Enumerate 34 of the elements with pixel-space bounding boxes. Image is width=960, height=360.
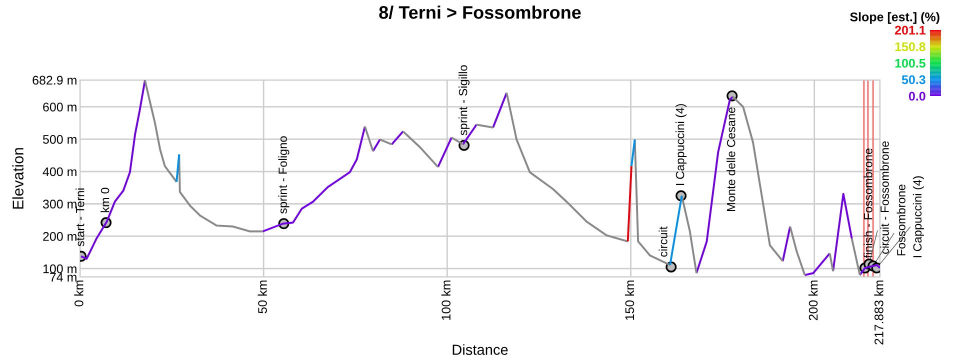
color-bar-label: 150.8 xyxy=(895,42,926,52)
annotation: finish - Fossombrone xyxy=(864,148,872,258)
y-tick-label: 100 m xyxy=(43,264,76,274)
y-tick-label: 300 m xyxy=(42,200,76,209)
annotation: I Cappuccini (4) xyxy=(912,176,924,258)
x-tick-label: 0 km xyxy=(74,280,84,306)
x-tick-label: 50 km xyxy=(258,280,267,314)
x-tick-label: 200 km xyxy=(808,280,818,320)
y-tick-label: 400 m xyxy=(42,167,76,176)
annotation: Fossombrone xyxy=(896,184,906,256)
y-tick-label: 200 m xyxy=(43,232,76,241)
annotation: circuit - Fossombrone xyxy=(880,141,889,254)
y-tick-label: 500 m xyxy=(42,134,76,144)
y-tick-label: 74 m xyxy=(50,272,76,282)
color-bar-label: 100.5 xyxy=(895,58,926,68)
annotation: Monte delle Cesane xyxy=(726,107,736,211)
y-tick-label: 682.9 m xyxy=(32,76,76,85)
annotation: km 0 xyxy=(100,188,110,212)
x-tick-label: 150 km xyxy=(624,280,634,320)
y-axis-title: Elevation xyxy=(12,148,24,209)
color-bar-label: 201.1 xyxy=(894,26,926,35)
annotation: sprint - Foligno xyxy=(278,136,290,214)
chart-title: 8/ Terni > Fossombrone xyxy=(379,6,581,20)
x-axis-title: Distance xyxy=(452,344,508,355)
annotation: I Cappuccini (4) xyxy=(676,104,687,185)
x-tick-label: 100 km xyxy=(441,280,451,320)
annotation: sprint - Sigillo xyxy=(458,65,470,136)
color-bar-label: 50.3 xyxy=(902,75,926,84)
color-bar-label: 0.0 xyxy=(908,92,926,101)
y-tick-label: 600 m xyxy=(43,102,76,112)
color-bar-title: Slope [est.] (%) xyxy=(850,12,940,24)
annotation: start - Terni xyxy=(76,188,84,246)
annotation: circuit xyxy=(658,226,668,257)
x-tick-label: 217.883 km xyxy=(874,280,884,344)
